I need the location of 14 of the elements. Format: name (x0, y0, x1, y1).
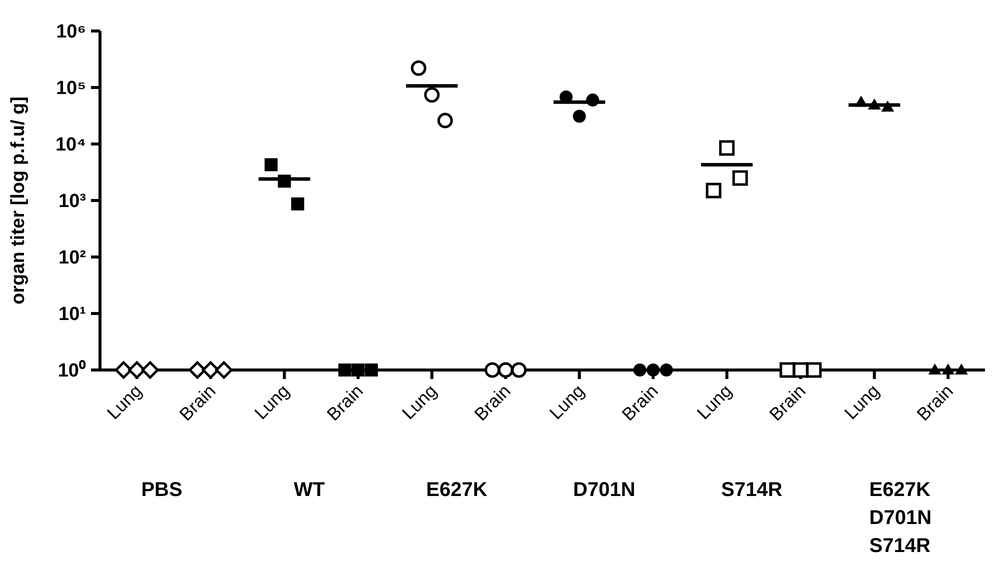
y-tick-label: 10⁶ (56, 22, 86, 43)
text: PBS (141, 479, 182, 501)
text: D701N (573, 479, 636, 501)
y-tick-label: 10¹ (58, 304, 86, 326)
y-tick-label: 10⁴ (55, 134, 86, 156)
y-axis-title: organ titer [log p.f.u/ g] (8, 96, 29, 304)
y-tick-label: 10² (58, 248, 86, 269)
text: S714R (721, 479, 783, 501)
y-tick-label: 10⁵ (56, 78, 86, 100)
text: E627K (426, 479, 488, 501)
text: E627K D701N S714R (869, 479, 932, 557)
y-tick-label: 10⁰ (58, 360, 86, 382)
y-tick-label: 10³ (58, 191, 86, 212)
text: WT (294, 479, 325, 501)
